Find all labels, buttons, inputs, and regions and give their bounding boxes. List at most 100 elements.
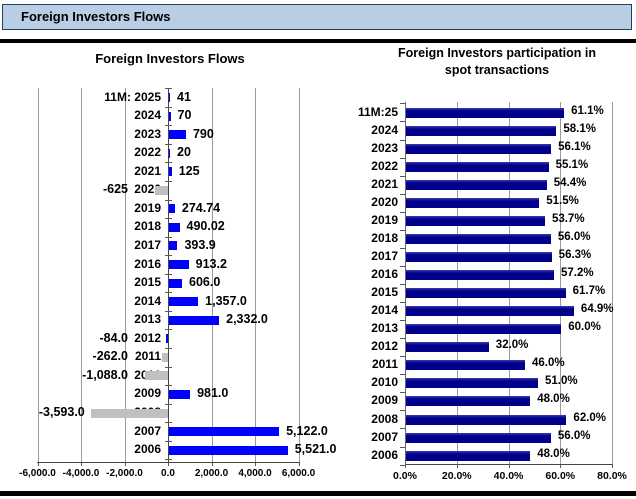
flows-gridline xyxy=(81,88,82,462)
participation-value-label: 57.2% xyxy=(561,267,594,280)
flows-category-tick xyxy=(165,403,172,405)
flows-category-label-2022: 2022 xyxy=(134,145,161,160)
participation-x-axis-label: 20.0% xyxy=(441,470,472,482)
participation-category-label-2024: 2024 xyxy=(371,122,398,137)
participation-category-label-2008: 2008 xyxy=(371,411,398,426)
participation-category-tick xyxy=(400,284,405,285)
flows-value-label: 393.9 xyxy=(184,237,216,252)
flows-chart-title: Foreign Investors Flows xyxy=(95,51,245,66)
flows-category-tick xyxy=(165,440,172,442)
participation-category-label-2012: 2012 xyxy=(371,339,398,354)
participation-category-tick xyxy=(400,464,405,466)
participation-category-tick xyxy=(400,121,405,123)
flows-x-axis-label: -6,000.0 xyxy=(19,468,56,479)
flows-bar-2009 xyxy=(169,389,191,399)
flows-zero-axis xyxy=(168,88,169,462)
participation-category-tick xyxy=(400,175,405,177)
flows-category-tick xyxy=(165,181,172,182)
flows-x-tick-mark xyxy=(37,462,39,466)
participation-category-label-2006: 2006 xyxy=(371,447,398,462)
flows-gridline xyxy=(255,88,256,462)
flows-x-tick-mark xyxy=(168,462,169,466)
participation-value-label: 62.0% xyxy=(573,411,607,424)
flows-bar-2020 xyxy=(154,185,168,195)
flows-x-tick-mark xyxy=(124,462,126,466)
participation-category-tick xyxy=(400,247,405,249)
flows-category-label-2009: 2009 xyxy=(134,386,161,401)
participation-bar-2020 xyxy=(406,197,540,208)
participation-category-label-2013: 2013 xyxy=(371,321,398,336)
participation-category-tick xyxy=(400,193,405,195)
participation-category-tick xyxy=(400,139,405,141)
participation-value-label: 48.0% xyxy=(537,393,570,406)
participation-category-tick xyxy=(400,374,405,376)
flows-category-label-2013: 2013 xyxy=(134,312,161,327)
flows-category-label-2019: 2019 xyxy=(134,200,161,215)
participation-category-tick xyxy=(400,392,405,394)
top-divider xyxy=(0,39,636,43)
participation-value-label: 48.0% xyxy=(537,447,570,460)
participation-category-label-2014: 2014 xyxy=(371,303,398,318)
flows-bar-2019 xyxy=(169,204,175,214)
flows-bar-2008 xyxy=(90,408,168,418)
flows-gridline xyxy=(124,88,126,462)
participation-value-label: 58.1% xyxy=(563,122,596,135)
participation-value-label: 64.9% xyxy=(580,303,614,316)
flows-category-tick xyxy=(165,162,172,164)
participation-value-label: 51.5% xyxy=(546,194,579,207)
participation-category-label-2015: 2015 xyxy=(371,285,398,300)
participation-gridline xyxy=(508,102,510,464)
participation-bar-2009 xyxy=(406,396,531,407)
flows-x-tick-mark xyxy=(255,462,256,466)
flows-value-label: 70 xyxy=(177,108,192,123)
flows-category-tick xyxy=(165,273,172,275)
participation-category-tick xyxy=(400,320,405,322)
participation-value-label: 54.4% xyxy=(553,176,587,189)
participation-category-label-2018: 2018 xyxy=(371,230,398,245)
flows-category-label-2017: 2017 xyxy=(134,237,161,252)
flows-value-label: 790 xyxy=(192,126,214,141)
flows-bar-2021 xyxy=(169,167,172,177)
flows-bar-11M2025 xyxy=(169,93,170,102)
report-header-title: Foreign Investors Flows xyxy=(21,9,171,24)
flows-category-tick xyxy=(165,385,172,387)
flows-category-tick xyxy=(165,366,172,368)
participation-category-tick xyxy=(400,446,405,448)
participation-category-label-2022: 2022 xyxy=(371,158,398,173)
flows-category-tick xyxy=(165,143,172,145)
participation-x-tick-mark xyxy=(405,464,406,468)
flows-category-tick xyxy=(165,310,172,312)
participation-bar-2013 xyxy=(406,324,562,335)
participation-value-label: 55.1% xyxy=(555,158,589,171)
flows-category-tick xyxy=(165,459,172,461)
participation-category-label-2017: 2017 xyxy=(371,248,398,263)
participation-bar-2015 xyxy=(406,288,566,299)
flows-category-tick xyxy=(165,329,172,331)
flows-x-axis-label: -2,000.0 xyxy=(106,468,143,479)
flows-category-tick xyxy=(165,218,172,220)
flows-value-label: 913.2 xyxy=(195,256,227,271)
flows-category-label-2014: 2014 xyxy=(134,293,161,308)
participation-bar-2016 xyxy=(406,270,554,281)
flows-bar-2007 xyxy=(169,427,280,437)
participation-category-label-2007: 2007 xyxy=(371,429,398,444)
flows-bar-2024 xyxy=(169,111,171,121)
flows-value-label: 2,332.0 xyxy=(226,312,268,327)
participation-category-tick xyxy=(400,211,405,213)
participation-x-axis-label: 60.0% xyxy=(545,470,576,482)
flows-category-tick xyxy=(165,422,172,424)
flows-value-label: -625 xyxy=(102,182,128,197)
report-header: Foreign Investors Flows xyxy=(2,4,632,30)
flows-value-label: -262.0 xyxy=(92,349,128,364)
flows-bar-2010 xyxy=(144,371,168,381)
flows-gridline xyxy=(37,88,39,462)
participation-x-axis-label: 80.0% xyxy=(597,470,627,482)
flows-bar-2011 xyxy=(162,352,168,362)
flows-value-label: 41 xyxy=(177,89,191,104)
participation-value-label: 60.0% xyxy=(568,321,601,334)
participation-bar-2014 xyxy=(406,306,574,317)
flows-category-label-2011: 2011 xyxy=(134,349,161,364)
participation-value-label: 61.7% xyxy=(572,285,606,298)
flows-x-axis-label: 6,000.0 xyxy=(281,468,316,479)
participation-category-label-2023: 2023 xyxy=(371,140,398,155)
